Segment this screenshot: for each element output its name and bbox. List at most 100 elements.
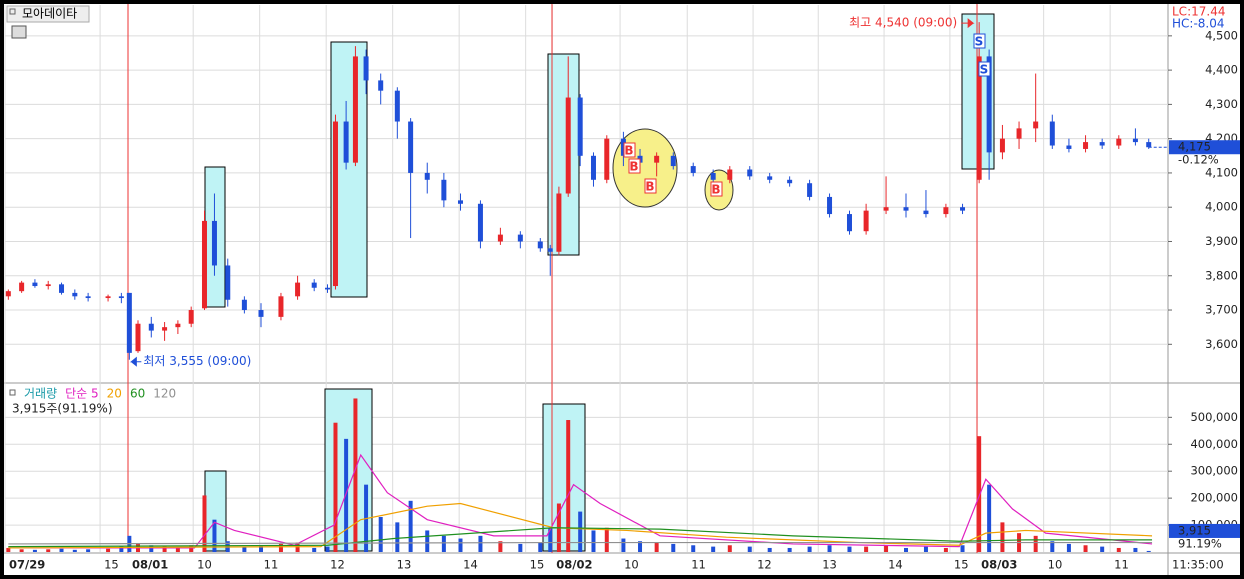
volume-bar [807, 546, 812, 552]
candle-body [241, 299, 247, 311]
candle-body [960, 207, 966, 211]
candle-body [32, 282, 38, 287]
candle-body [325, 287, 331, 290]
candle-body [787, 179, 793, 184]
candle-body [211, 220, 217, 266]
volume-bar [1033, 535, 1038, 552]
volume-bar [202, 495, 207, 552]
candle-body [278, 296, 284, 317]
candle-body [590, 155, 596, 180]
candle-body [311, 282, 317, 288]
x-tick-label: 12 [330, 558, 345, 572]
candle-body [547, 248, 553, 252]
table-icon[interactable] [11, 25, 27, 39]
candle-body [295, 282, 301, 297]
volume-bar [242, 546, 247, 552]
candle-body [565, 97, 571, 194]
signal-label: B [645, 180, 654, 194]
volume-bar [325, 546, 330, 552]
volume-bar [538, 542, 543, 552]
y-tick-label: 200,000 [1190, 491, 1238, 505]
volume-bar [212, 519, 217, 552]
volume-bar [987, 484, 992, 552]
x-tick-label: 15 [530, 558, 545, 572]
candle-body [727, 169, 733, 180]
signal-box [978, 61, 991, 77]
signal-label: S [980, 63, 989, 77]
volume-bar [119, 546, 124, 552]
candle-body [604, 138, 610, 180]
candle-body [332, 121, 338, 287]
volume-bar [1116, 547, 1121, 552]
x-tick-label: 15 [954, 558, 969, 572]
volume-bar [149, 545, 154, 552]
marks [5, 22, 1153, 552]
volume-bar [591, 530, 596, 552]
candle-body [1083, 142, 1089, 149]
candle-body [105, 296, 111, 299]
candle-body [225, 265, 231, 300]
y-tick-label: 500,000 [1190, 410, 1238, 424]
icon [9, 8, 16, 15]
volume-bar [578, 511, 583, 552]
volume-bar [19, 549, 24, 552]
candle-body [1146, 142, 1152, 148]
candle-body [976, 56, 982, 180]
signal-box [710, 181, 723, 197]
volume-bar [32, 549, 37, 552]
candle-body [162, 327, 168, 331]
volume-bar [46, 549, 51, 552]
x-tick-label: 08/03 [981, 558, 1017, 572]
volume-bar [787, 547, 792, 552]
volume-bar [408, 500, 413, 552]
volume-bar [654, 542, 659, 552]
legend-entry: 120 [153, 387, 176, 401]
candle-body [85, 296, 91, 299]
candle-body [148, 323, 154, 331]
volume-bar [548, 527, 553, 552]
volume-bar [353, 398, 358, 552]
candle-body [923, 210, 929, 215]
y-tick-label: 4,000 [1205, 200, 1238, 214]
x-tick-label: 11 [1114, 558, 1129, 572]
legend-icon [9, 389, 16, 396]
signal-label: S [975, 35, 984, 49]
high-arrow [961, 18, 975, 29]
candle-body [986, 56, 992, 153]
x-tick-label: 11 [691, 558, 706, 572]
volume-bar [960, 545, 965, 552]
volume-bar [727, 545, 732, 552]
y-tick-label: 3,800 [1205, 268, 1238, 282]
volume-bar [691, 545, 696, 552]
candle-body [863, 210, 869, 232]
lc-label: LC:17.44 [1172, 5, 1225, 19]
candle-body [577, 97, 583, 156]
signal-label: B [629, 160, 638, 174]
candle-body [1016, 128, 1022, 139]
candle-body [59, 284, 65, 293]
legend-entry: 단순 5 [65, 387, 99, 401]
volume-bar [458, 538, 463, 552]
candle-body [807, 183, 813, 197]
candle-body [441, 179, 447, 201]
candle-body [378, 80, 384, 91]
volume-bar [566, 420, 571, 552]
y-tick-label: 3,700 [1205, 303, 1238, 317]
ma-line [8, 502, 1153, 549]
signal-box [644, 178, 657, 194]
candle-body [1049, 121, 1055, 146]
candle-body [710, 172, 716, 180]
volume-bar [189, 545, 194, 552]
last-volume-box [1169, 523, 1240, 538]
candle-body [72, 292, 78, 297]
clock: 11:35:00 [1172, 558, 1224, 572]
chart-title: 모아데이타 [22, 7, 77, 21]
candle-body [846, 214, 852, 232]
ma-line [8, 453, 1153, 549]
volume-bar [884, 545, 889, 552]
candle-body [5, 291, 11, 297]
candle-body [394, 90, 400, 122]
candle-body [45, 284, 51, 287]
candle-body [1066, 145, 1072, 149]
